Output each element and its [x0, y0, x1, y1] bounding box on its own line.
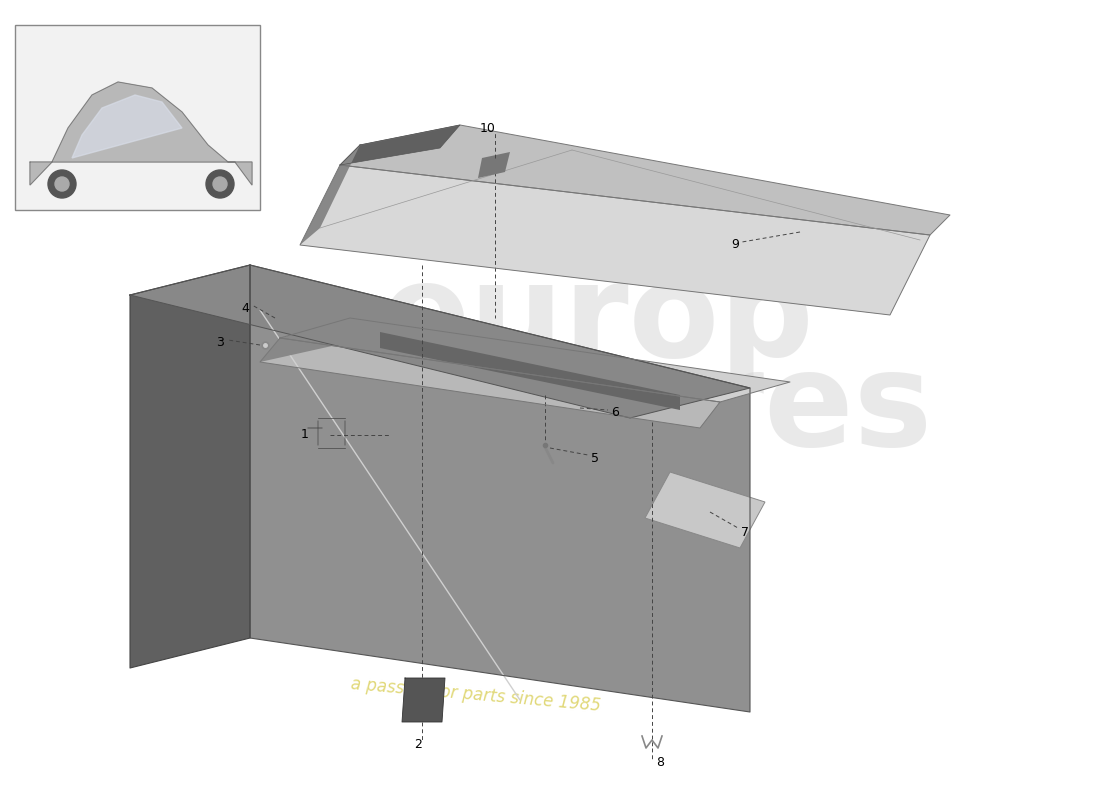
Circle shape	[213, 177, 227, 191]
Polygon shape	[72, 95, 182, 158]
Text: europ: europ	[379, 257, 814, 383]
Polygon shape	[300, 165, 930, 315]
Text: 2: 2	[414, 738, 422, 751]
Polygon shape	[300, 165, 930, 315]
Polygon shape	[402, 678, 446, 722]
Polygon shape	[478, 152, 510, 178]
Polygon shape	[260, 338, 720, 428]
Text: 10: 10	[480, 122, 496, 134]
FancyBboxPatch shape	[15, 25, 260, 210]
Circle shape	[55, 177, 69, 191]
Polygon shape	[260, 318, 350, 362]
Polygon shape	[300, 145, 360, 245]
Text: 8: 8	[656, 755, 664, 769]
Text: ares: ares	[610, 346, 933, 474]
Text: 5: 5	[591, 451, 600, 465]
Circle shape	[48, 170, 76, 198]
Polygon shape	[280, 318, 790, 402]
Text: 4: 4	[241, 302, 249, 314]
Text: 6: 6	[612, 406, 619, 418]
Polygon shape	[340, 125, 950, 235]
Polygon shape	[130, 265, 250, 668]
Polygon shape	[250, 265, 750, 712]
Text: a passion for parts since 1985: a passion for parts since 1985	[350, 675, 602, 715]
Text: 3: 3	[216, 335, 224, 349]
Polygon shape	[130, 265, 750, 418]
Circle shape	[206, 170, 234, 198]
Polygon shape	[379, 332, 680, 410]
Text: 1: 1	[301, 429, 309, 442]
Polygon shape	[30, 82, 252, 185]
Text: 9: 9	[732, 238, 739, 251]
Polygon shape	[340, 125, 460, 165]
Text: 7: 7	[741, 526, 749, 538]
Polygon shape	[645, 472, 764, 548]
